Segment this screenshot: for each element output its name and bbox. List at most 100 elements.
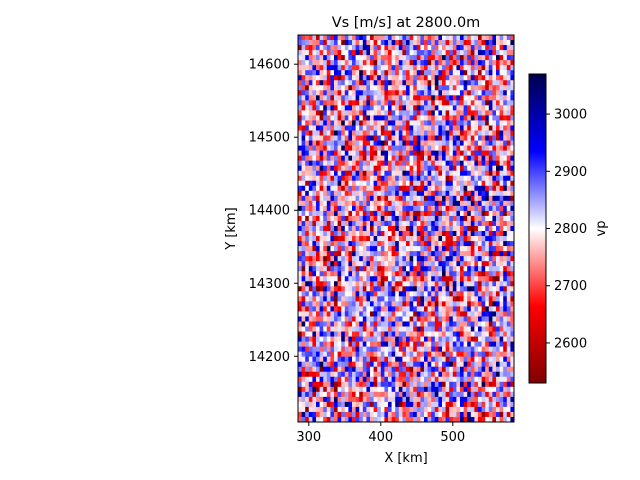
heatmap-cell: [352, 110, 356, 116]
heatmap-cell: [409, 35, 414, 41]
heatmap-cell: [445, 120, 450, 126]
heatmap-cell: [424, 135, 428, 141]
heatmap-cell: [395, 135, 400, 141]
heatmap-cell: [478, 150, 482, 157]
heatmap-cell: [366, 376, 371, 383]
heatmap-cell: [488, 376, 493, 383]
heatmap-cell: [341, 301, 346, 307]
heatmap-cell: [445, 85, 450, 91]
heatmap-cell: [409, 75, 414, 81]
heatmap-cell: [370, 246, 374, 252]
heatmap-cell: [323, 376, 328, 383]
heatmap-cell: [402, 135, 407, 141]
heatmap-cell: [481, 190, 486, 197]
heatmap-cell: [298, 416, 302, 423]
heatmap-cell: [460, 326, 464, 332]
heatmap-cell: [395, 351, 400, 358]
heatmap-cell: [305, 150, 310, 157]
heatmap-cell: [395, 95, 400, 101]
heatmap-cell: [298, 100, 302, 106]
heatmap-cell: [474, 220, 479, 227]
heatmap-cell: [456, 351, 461, 358]
heatmap-cell: [362, 120, 367, 126]
heatmap-cell: [424, 361, 428, 368]
heatmap-cell: [305, 326, 310, 332]
heatmap-cell: [460, 286, 464, 292]
heatmap-cell: [380, 190, 385, 197]
heatmap-cell: [420, 105, 425, 111]
heatmap-cell: [445, 50, 450, 56]
heatmap-cell: [301, 130, 306, 136]
heatmap-cell: [362, 90, 367, 96]
heatmap-cell: [355, 175, 360, 182]
heatmap-cell: [463, 105, 468, 111]
heatmap-cell: [463, 411, 468, 418]
heatmap-cell: [427, 371, 432, 378]
heatmap-cell: [424, 381, 428, 388]
heatmap-cell: [470, 45, 475, 51]
heatmap-cell: [488, 301, 493, 307]
heatmap-cell: [492, 406, 497, 413]
heatmap-cell: [316, 281, 320, 287]
heatmap-cell: [416, 175, 421, 182]
heatmap-cell: [391, 220, 396, 227]
heatmap-cell: [460, 361, 464, 368]
heatmap-cell: [366, 100, 371, 106]
heatmap-cell: [316, 326, 320, 332]
heatmap-cell: [492, 185, 497, 192]
heatmap-cell: [391, 115, 396, 121]
heatmap-cell: [334, 135, 338, 141]
heatmap-cell: [370, 266, 374, 272]
heatmap-cell: [344, 65, 349, 71]
heatmap-cell: [298, 396, 302, 403]
heatmap-cell: [463, 120, 468, 126]
heatmap-cell: [445, 386, 450, 393]
heatmap-cell: [427, 246, 432, 252]
heatmap-cell: [348, 85, 353, 91]
heatmap-cell: [298, 85, 302, 91]
heatmap-cell: [445, 180, 450, 187]
heatmap-cell: [330, 371, 335, 378]
heatmap-cell: [370, 35, 374, 41]
heatmap-cell: [499, 406, 504, 413]
heatmap-cell: [366, 40, 371, 46]
heatmap-cell: [467, 291, 472, 297]
heatmap-cell: [485, 246, 490, 252]
heatmap-cell: [370, 361, 374, 368]
heatmap-cell: [348, 386, 353, 393]
heatmap-cell: [424, 301, 428, 307]
heatmap-cell: [485, 366, 490, 373]
heatmap-cell: [496, 215, 500, 222]
heatmap-cell: [344, 45, 349, 51]
heatmap-cell: [402, 125, 407, 131]
heatmap-cell: [377, 386, 382, 393]
heatmap-cell: [510, 346, 515, 353]
heatmap-cell: [362, 150, 367, 157]
heatmap-cell: [391, 190, 396, 197]
heatmap-cell: [355, 361, 360, 368]
heatmap-cell: [424, 145, 428, 151]
heatmap-cell: [510, 140, 515, 146]
heatmap-cell: [456, 376, 461, 383]
heatmap-cell: [424, 120, 428, 126]
heatmap-cell: [341, 296, 346, 302]
heatmap-cell: [384, 331, 389, 337]
heatmap-cell: [316, 296, 320, 302]
heatmap-cell: [362, 85, 367, 91]
heatmap-cell: [308, 296, 313, 302]
heatmap-cell: [384, 311, 389, 317]
heatmap-cell: [424, 175, 428, 182]
heatmap-cell: [434, 341, 439, 348]
heatmap-cell: [499, 416, 504, 423]
heatmap-cell: [467, 190, 472, 197]
heatmap-cell: [474, 241, 479, 247]
heatmap-cell: [395, 391, 400, 398]
heatmap-cell: [445, 261, 450, 267]
heatmap-cell: [341, 210, 346, 217]
heatmap-cell: [409, 80, 414, 86]
heatmap-cell: [384, 261, 389, 267]
heatmap-cell: [312, 306, 317, 312]
heatmap-cell: [452, 301, 457, 307]
heatmap-cell: [305, 185, 310, 192]
heatmap-cell: [503, 361, 508, 368]
